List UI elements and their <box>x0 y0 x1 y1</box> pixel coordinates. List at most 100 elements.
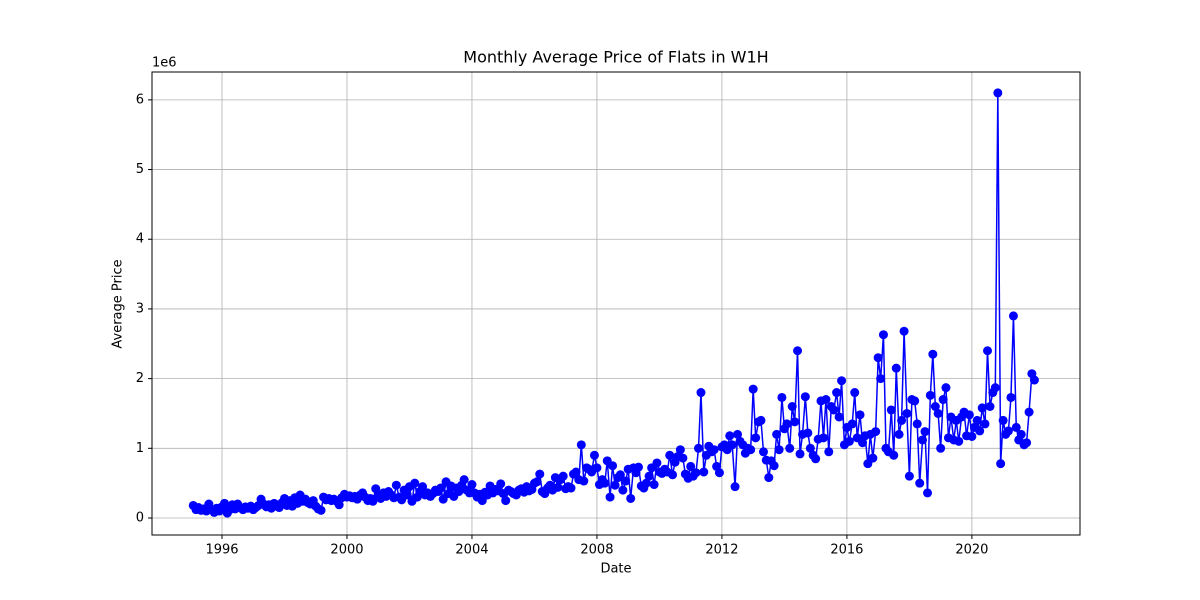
data-point <box>644 471 654 481</box>
data-point <box>925 390 935 400</box>
data-point <box>553 482 563 492</box>
data-point <box>871 427 881 437</box>
data-point <box>436 483 446 493</box>
data-point <box>1016 429 1026 439</box>
data-point <box>894 429 904 439</box>
x-tick-label: 2008 <box>580 543 613 558</box>
data-point <box>902 408 912 418</box>
data-point <box>665 450 675 460</box>
chart-title: Monthly Average Price of Flats in W1H <box>463 48 768 67</box>
data-point <box>592 463 602 473</box>
data-point <box>910 396 920 406</box>
data-point <box>621 476 631 486</box>
y-tick-label: 6 <box>136 92 144 107</box>
data-point <box>626 493 636 503</box>
data-point <box>730 482 740 492</box>
x-tick-label: 1996 <box>205 543 238 558</box>
data-point <box>652 458 662 468</box>
data-point <box>918 435 928 445</box>
x-tick-label: 2004 <box>455 543 488 558</box>
data-point <box>668 470 678 480</box>
data-point <box>410 478 420 488</box>
data-point <box>868 453 878 463</box>
data-point <box>975 426 985 436</box>
data-point <box>477 496 487 506</box>
data-point <box>571 467 581 477</box>
data-point <box>608 461 618 471</box>
data-point <box>709 445 719 455</box>
data-point <box>873 353 883 363</box>
data-point <box>618 485 628 495</box>
data-point <box>219 498 229 508</box>
data-point <box>912 419 922 429</box>
data-point <box>459 475 469 485</box>
data-point <box>751 433 761 443</box>
data-point <box>844 436 854 446</box>
data-point <box>876 374 886 384</box>
data-point <box>886 405 896 415</box>
x-tick-label: 2012 <box>705 543 738 558</box>
data-point <box>772 429 782 439</box>
data-point <box>983 346 993 356</box>
data-point <box>933 408 943 418</box>
data-point <box>1011 422 1021 432</box>
data-point <box>785 443 795 453</box>
data-point <box>782 419 792 429</box>
data-point <box>438 494 448 504</box>
data-point <box>811 454 821 464</box>
data-point <box>418 482 428 492</box>
data-point <box>855 410 865 420</box>
data-point <box>972 415 982 425</box>
x-tick-label: 2020 <box>955 543 988 558</box>
data-point <box>847 419 857 429</box>
data-point <box>558 471 568 481</box>
y-tick-label: 2 <box>136 371 144 386</box>
data-point <box>904 471 914 481</box>
data-point <box>795 449 805 459</box>
data-point <box>1006 392 1016 402</box>
data-point <box>889 450 899 460</box>
data-point <box>980 419 990 429</box>
data-point <box>818 433 828 443</box>
data-point <box>941 383 951 393</box>
data-point <box>878 330 888 340</box>
data-point <box>589 450 599 460</box>
data-point <box>756 415 766 425</box>
data-point <box>714 468 724 478</box>
data-point <box>928 349 938 359</box>
data-point <box>748 384 758 394</box>
data-point <box>641 478 651 488</box>
data-point <box>501 496 511 506</box>
data-point <box>1003 426 1013 436</box>
data-point <box>675 445 685 455</box>
x-axis-label: Date <box>600 562 631 577</box>
data-point <box>967 431 977 441</box>
data-point <box>699 467 709 477</box>
data-point <box>824 447 834 457</box>
y-tick-label: 4 <box>136 232 144 247</box>
data-point <box>633 462 643 472</box>
data-point <box>1008 311 1018 321</box>
x-tick-label: 2000 <box>330 543 363 558</box>
data-point <box>566 483 576 493</box>
data-point <box>605 492 615 502</box>
data-point <box>615 470 625 480</box>
data-point <box>793 346 803 356</box>
data-point <box>686 461 696 471</box>
data-point <box>985 401 995 411</box>
data-point <box>535 469 545 479</box>
data-point <box>930 401 940 411</box>
data-point <box>1022 438 1032 448</box>
data-point <box>837 376 847 386</box>
data-point <box>758 447 768 457</box>
data-point <box>678 453 688 463</box>
data-point <box>579 476 589 486</box>
data-point <box>777 392 787 402</box>
data-point <box>727 440 737 450</box>
data-point <box>832 388 842 398</box>
y-tick-label: 3 <box>136 301 144 316</box>
data-point <box>790 417 800 427</box>
data-point <box>964 410 974 420</box>
data-point <box>691 468 701 478</box>
